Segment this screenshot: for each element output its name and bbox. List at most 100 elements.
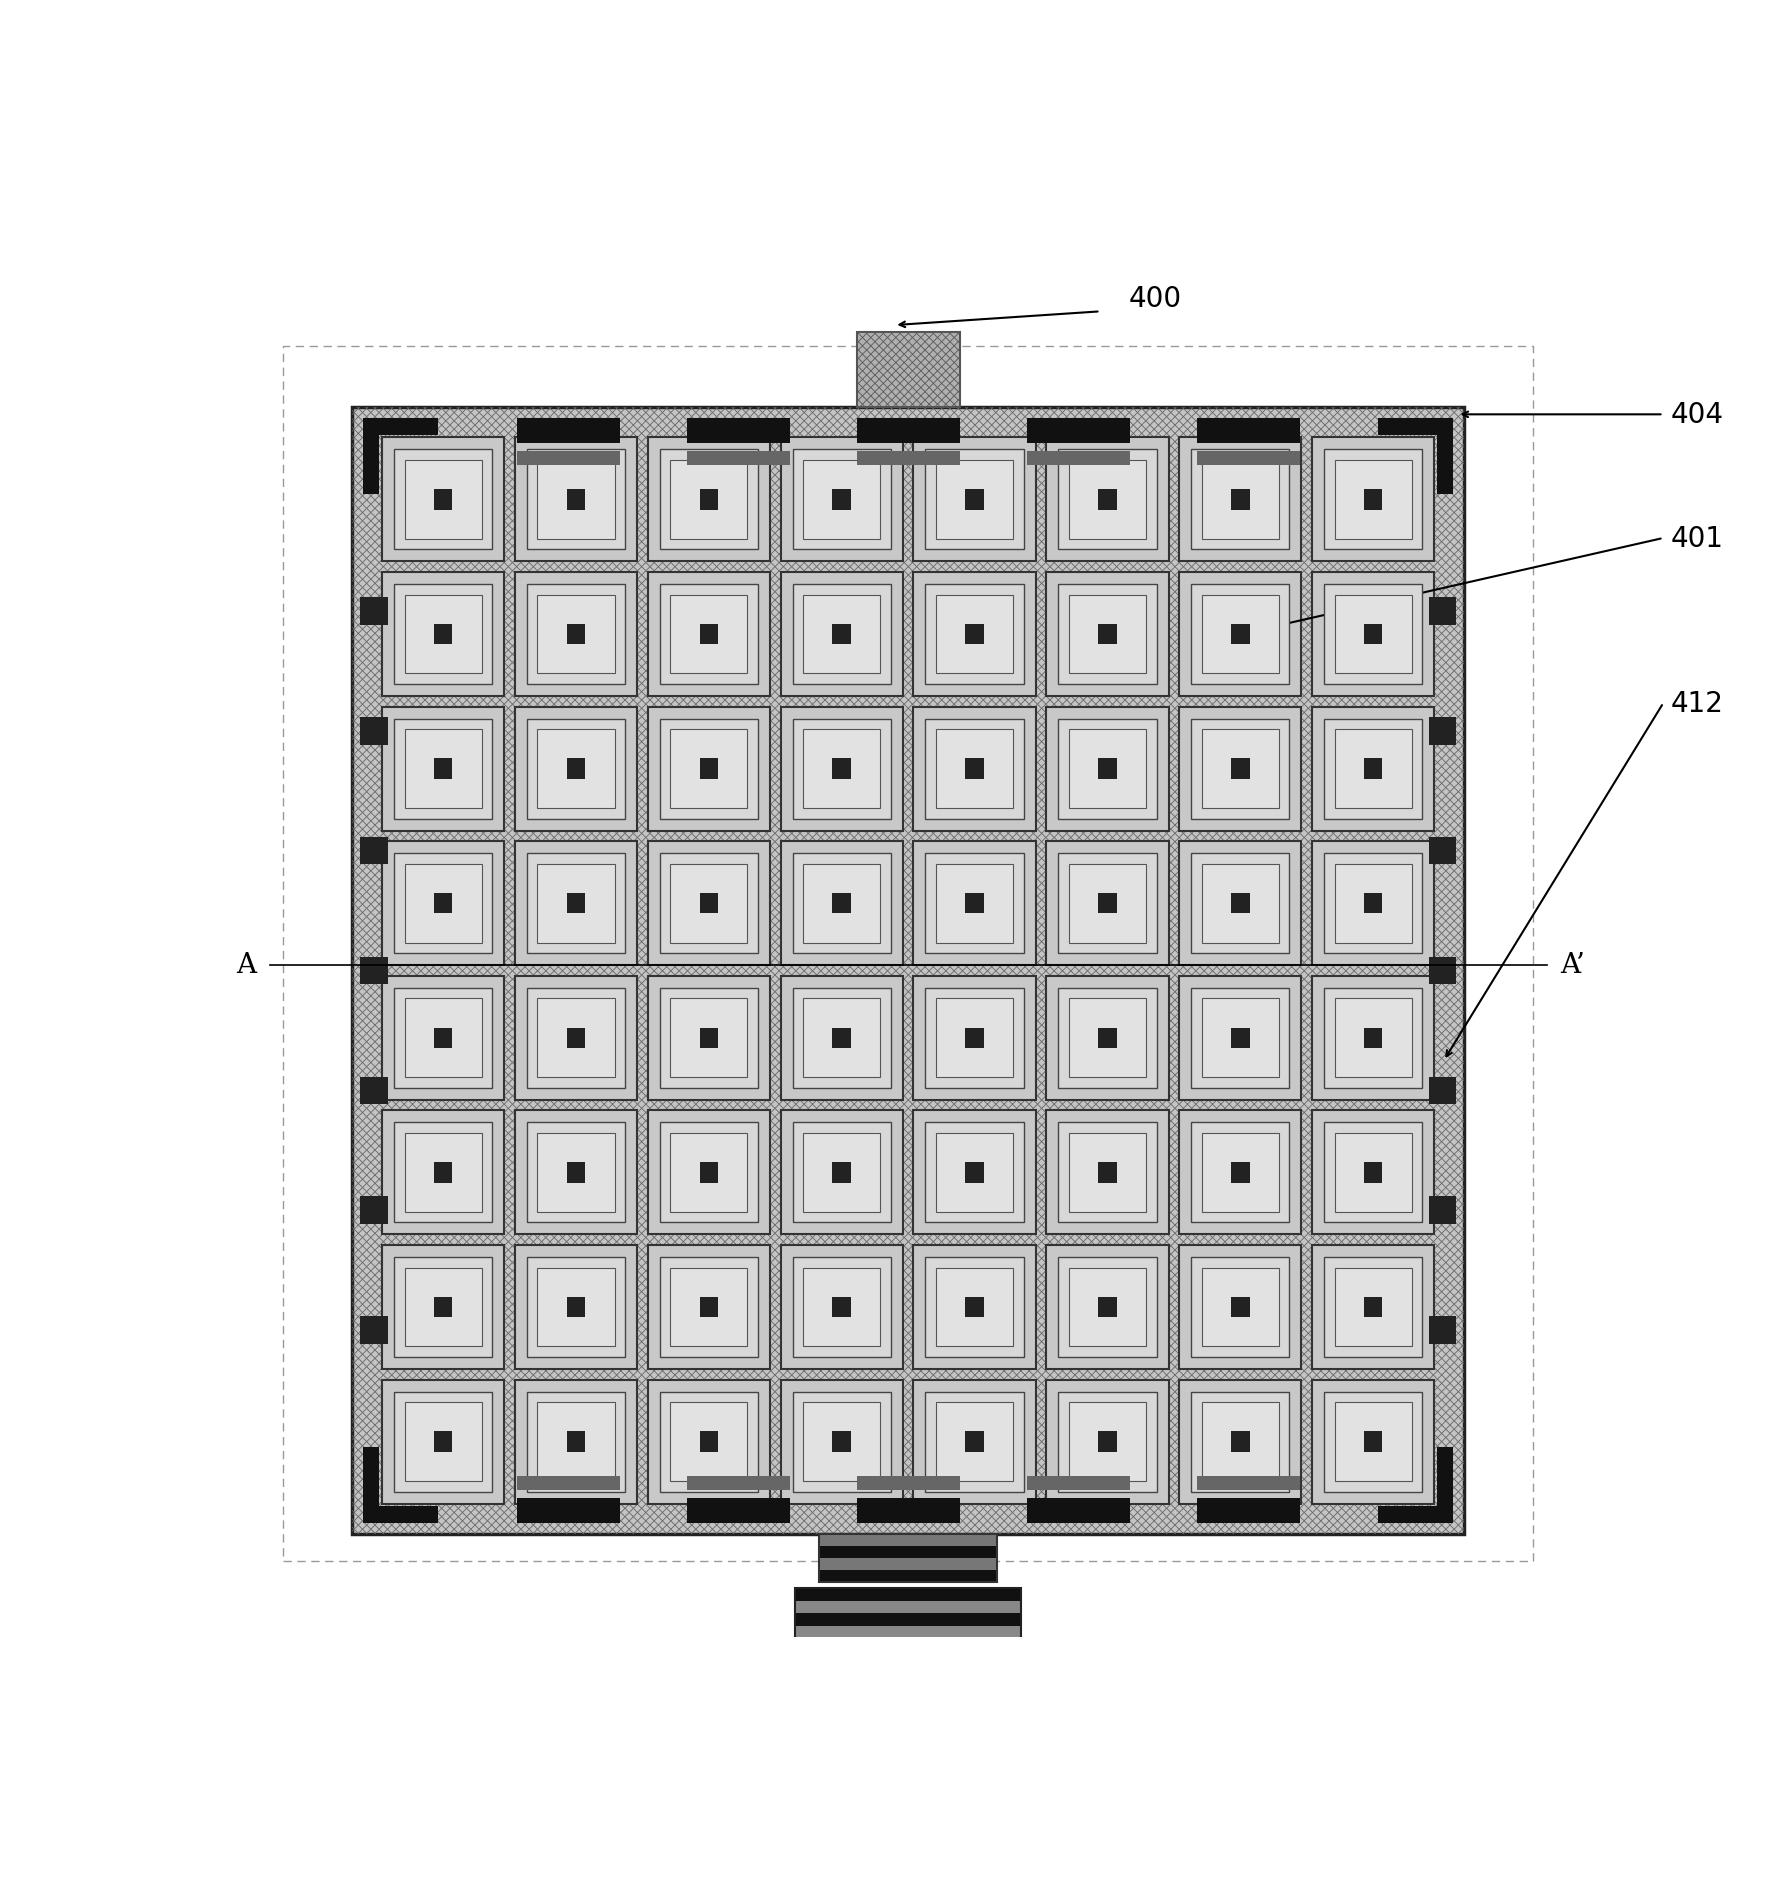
Bar — [1324, 854, 1423, 954]
Bar — [1026, 1498, 1131, 1523]
Bar — [1334, 730, 1412, 809]
Bar — [936, 1402, 1014, 1481]
Bar — [1232, 489, 1249, 510]
Bar — [833, 1028, 851, 1048]
Bar — [1201, 595, 1279, 674]
Bar — [363, 420, 438, 437]
Bar — [856, 420, 960, 444]
Bar — [1026, 1475, 1131, 1491]
Bar — [1058, 450, 1157, 550]
Bar — [936, 730, 1014, 809]
Bar — [1311, 1110, 1434, 1235]
Bar — [1334, 864, 1412, 943]
Bar — [833, 489, 851, 510]
Bar — [796, 1626, 1021, 1637]
Bar — [1069, 999, 1146, 1078]
Bar — [659, 1124, 758, 1223]
Bar — [792, 450, 891, 550]
Bar — [1311, 1380, 1434, 1504]
Bar — [526, 854, 626, 954]
Bar — [833, 894, 851, 915]
Bar — [537, 461, 615, 540]
Bar — [1058, 585, 1157, 685]
Bar — [567, 489, 585, 510]
Bar — [1324, 988, 1423, 1088]
Bar — [649, 708, 771, 832]
Bar — [537, 864, 615, 943]
Bar — [659, 1393, 758, 1492]
Bar — [1058, 719, 1157, 819]
Bar — [526, 988, 626, 1088]
Text: A’: A’ — [1561, 952, 1586, 979]
Bar — [1099, 625, 1116, 646]
Bar — [1232, 1297, 1249, 1317]
Bar — [833, 1163, 851, 1184]
Bar — [700, 1163, 718, 1184]
Bar — [393, 450, 493, 550]
Bar — [803, 1402, 881, 1481]
Bar — [803, 461, 881, 540]
Bar — [792, 1257, 891, 1357]
Bar — [856, 1498, 960, 1523]
Bar — [1311, 572, 1434, 696]
Bar — [1428, 837, 1457, 866]
Bar — [360, 1077, 388, 1105]
Bar — [913, 708, 1035, 832]
Bar — [781, 1110, 904, 1235]
Bar — [803, 999, 881, 1078]
Bar — [803, 595, 881, 674]
Bar — [700, 894, 718, 915]
Bar — [1324, 450, 1423, 550]
Bar — [966, 1028, 983, 1048]
Bar — [1196, 1498, 1301, 1523]
Bar — [792, 988, 891, 1088]
Bar — [1428, 717, 1457, 745]
Bar — [649, 1246, 771, 1370]
Bar — [1334, 1133, 1412, 1212]
Bar — [516, 572, 638, 696]
Bar — [1232, 758, 1249, 779]
Bar — [925, 585, 1024, 685]
Bar — [966, 758, 983, 779]
Bar — [1045, 572, 1168, 696]
Bar — [284, 346, 1533, 1562]
Bar — [1232, 625, 1249, 646]
Bar — [1099, 1297, 1116, 1317]
Bar — [966, 1297, 983, 1317]
Bar — [819, 1570, 998, 1581]
Bar — [796, 1602, 1021, 1613]
Bar — [1334, 1268, 1412, 1348]
Bar — [526, 1124, 626, 1223]
Bar — [1069, 1402, 1146, 1481]
Bar — [404, 1268, 482, 1348]
Bar — [434, 894, 452, 915]
Bar — [686, 1475, 790, 1491]
Bar — [1099, 1163, 1116, 1184]
Bar — [781, 439, 904, 563]
Bar — [966, 1432, 983, 1451]
Bar — [1099, 894, 1116, 915]
Bar — [792, 585, 891, 685]
Bar — [1191, 1393, 1290, 1492]
Bar — [803, 1268, 881, 1348]
Bar — [404, 864, 482, 943]
Bar — [781, 572, 904, 696]
Bar — [516, 977, 638, 1101]
Bar — [913, 1246, 1035, 1370]
Bar — [659, 1257, 758, 1357]
Bar — [1437, 420, 1453, 495]
Bar — [434, 625, 452, 646]
Bar — [383, 439, 505, 563]
Bar — [1364, 1028, 1382, 1048]
Bar — [670, 1268, 748, 1348]
Bar — [526, 1393, 626, 1492]
Bar — [1428, 958, 1457, 984]
Bar — [796, 1613, 1021, 1626]
Bar — [1178, 708, 1301, 832]
Bar — [649, 1380, 771, 1504]
Bar — [1334, 595, 1412, 674]
Bar — [383, 1110, 505, 1235]
Bar — [1311, 1246, 1434, 1370]
Bar — [526, 1257, 626, 1357]
Bar — [567, 758, 585, 779]
